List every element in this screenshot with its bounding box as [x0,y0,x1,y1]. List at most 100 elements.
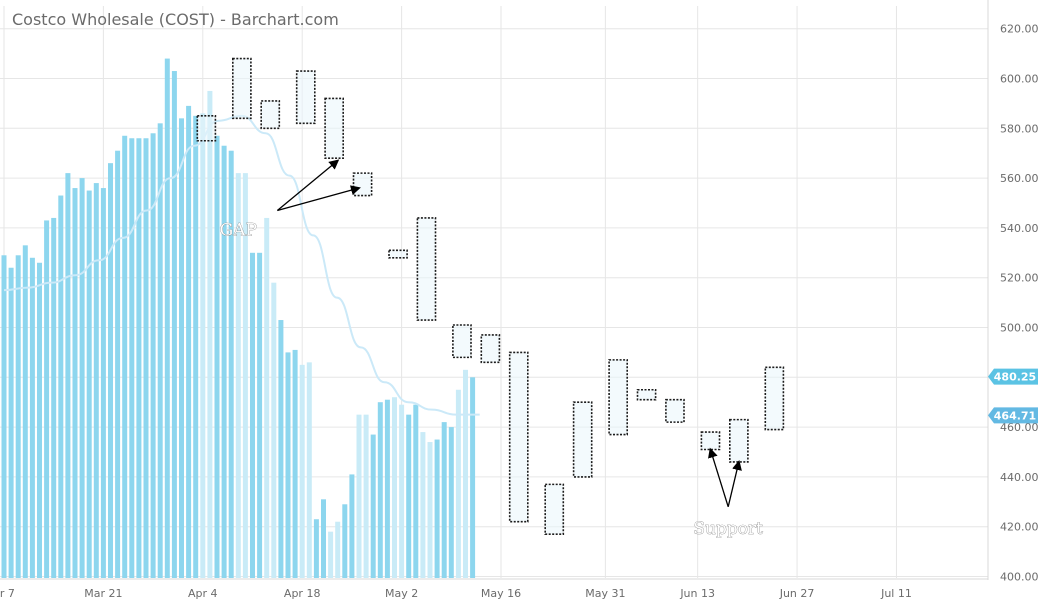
gap-box [636,388,657,401]
x-tick-label: ar 7 [0,587,15,600]
price-bar [51,217,57,578]
price-bar [420,432,426,578]
annotation-arrow [708,447,729,507]
price-bar [79,178,85,578]
y-tick-label: 520.00 [1000,272,1038,285]
price-bar [214,135,220,578]
gap-box [196,115,217,142]
price-bar [115,150,121,578]
price-bar [342,504,348,578]
y-tick-label: 500.00 [1000,322,1038,335]
gap-box [452,324,472,359]
gap-box [295,70,316,125]
price-bar [278,320,284,578]
price-bar [399,404,405,578]
price-badge-label: 480.25 [994,371,1036,384]
annotation-layer: GAP Support [219,159,763,539]
gap-box [728,418,749,463]
price-bar [65,173,71,578]
price-bar [356,414,362,578]
price-bar [441,422,447,578]
annotation-label: GAP [220,220,257,240]
y-tick-label: 400.00 [1000,571,1038,584]
price-bar [58,195,64,578]
price-bar [157,123,163,578]
price-badge-label: 464.71 [994,409,1036,422]
price-bar [150,133,156,578]
x-tick-label: Jun 13 [679,587,715,600]
price-bar [136,138,142,578]
price-bar [313,519,319,578]
price-bar [72,188,78,578]
price-bar [29,257,35,578]
price-bar [44,220,50,578]
price-bar [200,113,206,579]
annotation-arrow [276,159,340,211]
price-bar [100,188,106,578]
price-bar [455,389,461,578]
gap-box [324,97,345,159]
gap-box [508,351,529,523]
price-bar [349,474,355,578]
x-tick-label: Jul 11 [880,587,912,600]
y-tick-label: 620.00 [1000,23,1038,36]
price-bar [129,138,135,578]
annotation-arrow [727,460,742,507]
price-bar [242,173,248,578]
price-bar [93,183,99,578]
gap-box [260,100,281,130]
y-tick-label: 580.00 [1000,122,1038,135]
price-bar [164,58,170,578]
price-bar [122,135,128,578]
gap-box [608,359,628,436]
price-bar [22,245,28,578]
x-tick-label: Mar 21 [84,587,122,600]
price-bar [37,262,42,578]
price-bar [427,442,433,578]
price-bar [384,399,390,578]
gap-box [764,366,785,431]
price-bar [463,369,468,578]
price-bar [257,252,263,579]
price-badge: 464.71 [988,407,1038,424]
gap-box [572,401,593,478]
annotation-arrow [277,185,361,212]
price-badge-shape [988,368,1038,385]
price-badge: 480.25 [988,368,1038,385]
price-bar [321,499,326,578]
price-bar [228,150,234,578]
gap-box [700,431,721,451]
line-layer [3,114,480,416]
price-bar [448,427,454,578]
gap-box [352,172,373,197]
price-bar [363,414,369,578]
price-bar [292,349,298,578]
price-bar [179,118,184,578]
price-bar [285,352,291,578]
bar-layer [1,58,476,579]
price-bar [377,402,383,578]
annotation-label: Support [693,519,763,539]
price-bar [306,362,312,578]
y-tick-label: 420.00 [1000,521,1038,534]
y-tick-label: 600.00 [1000,73,1038,86]
x-tick-label: May 16 [481,587,521,600]
x-tick-label: Jun 27 [779,587,815,600]
price-bar [392,397,397,578]
price-bar [328,531,334,578]
x-tick-label: Apr 4 [188,587,218,600]
price-bar [207,90,213,578]
price-bar [86,190,92,579]
gap-box [388,249,408,259]
price-bar [370,434,376,578]
price-bar [221,145,227,579]
price-bar [193,115,199,578]
price-bar [143,138,149,578]
price-badge-shape [988,407,1038,424]
price-bar [335,521,341,578]
price-bar [1,255,7,579]
price-bar [470,377,476,578]
